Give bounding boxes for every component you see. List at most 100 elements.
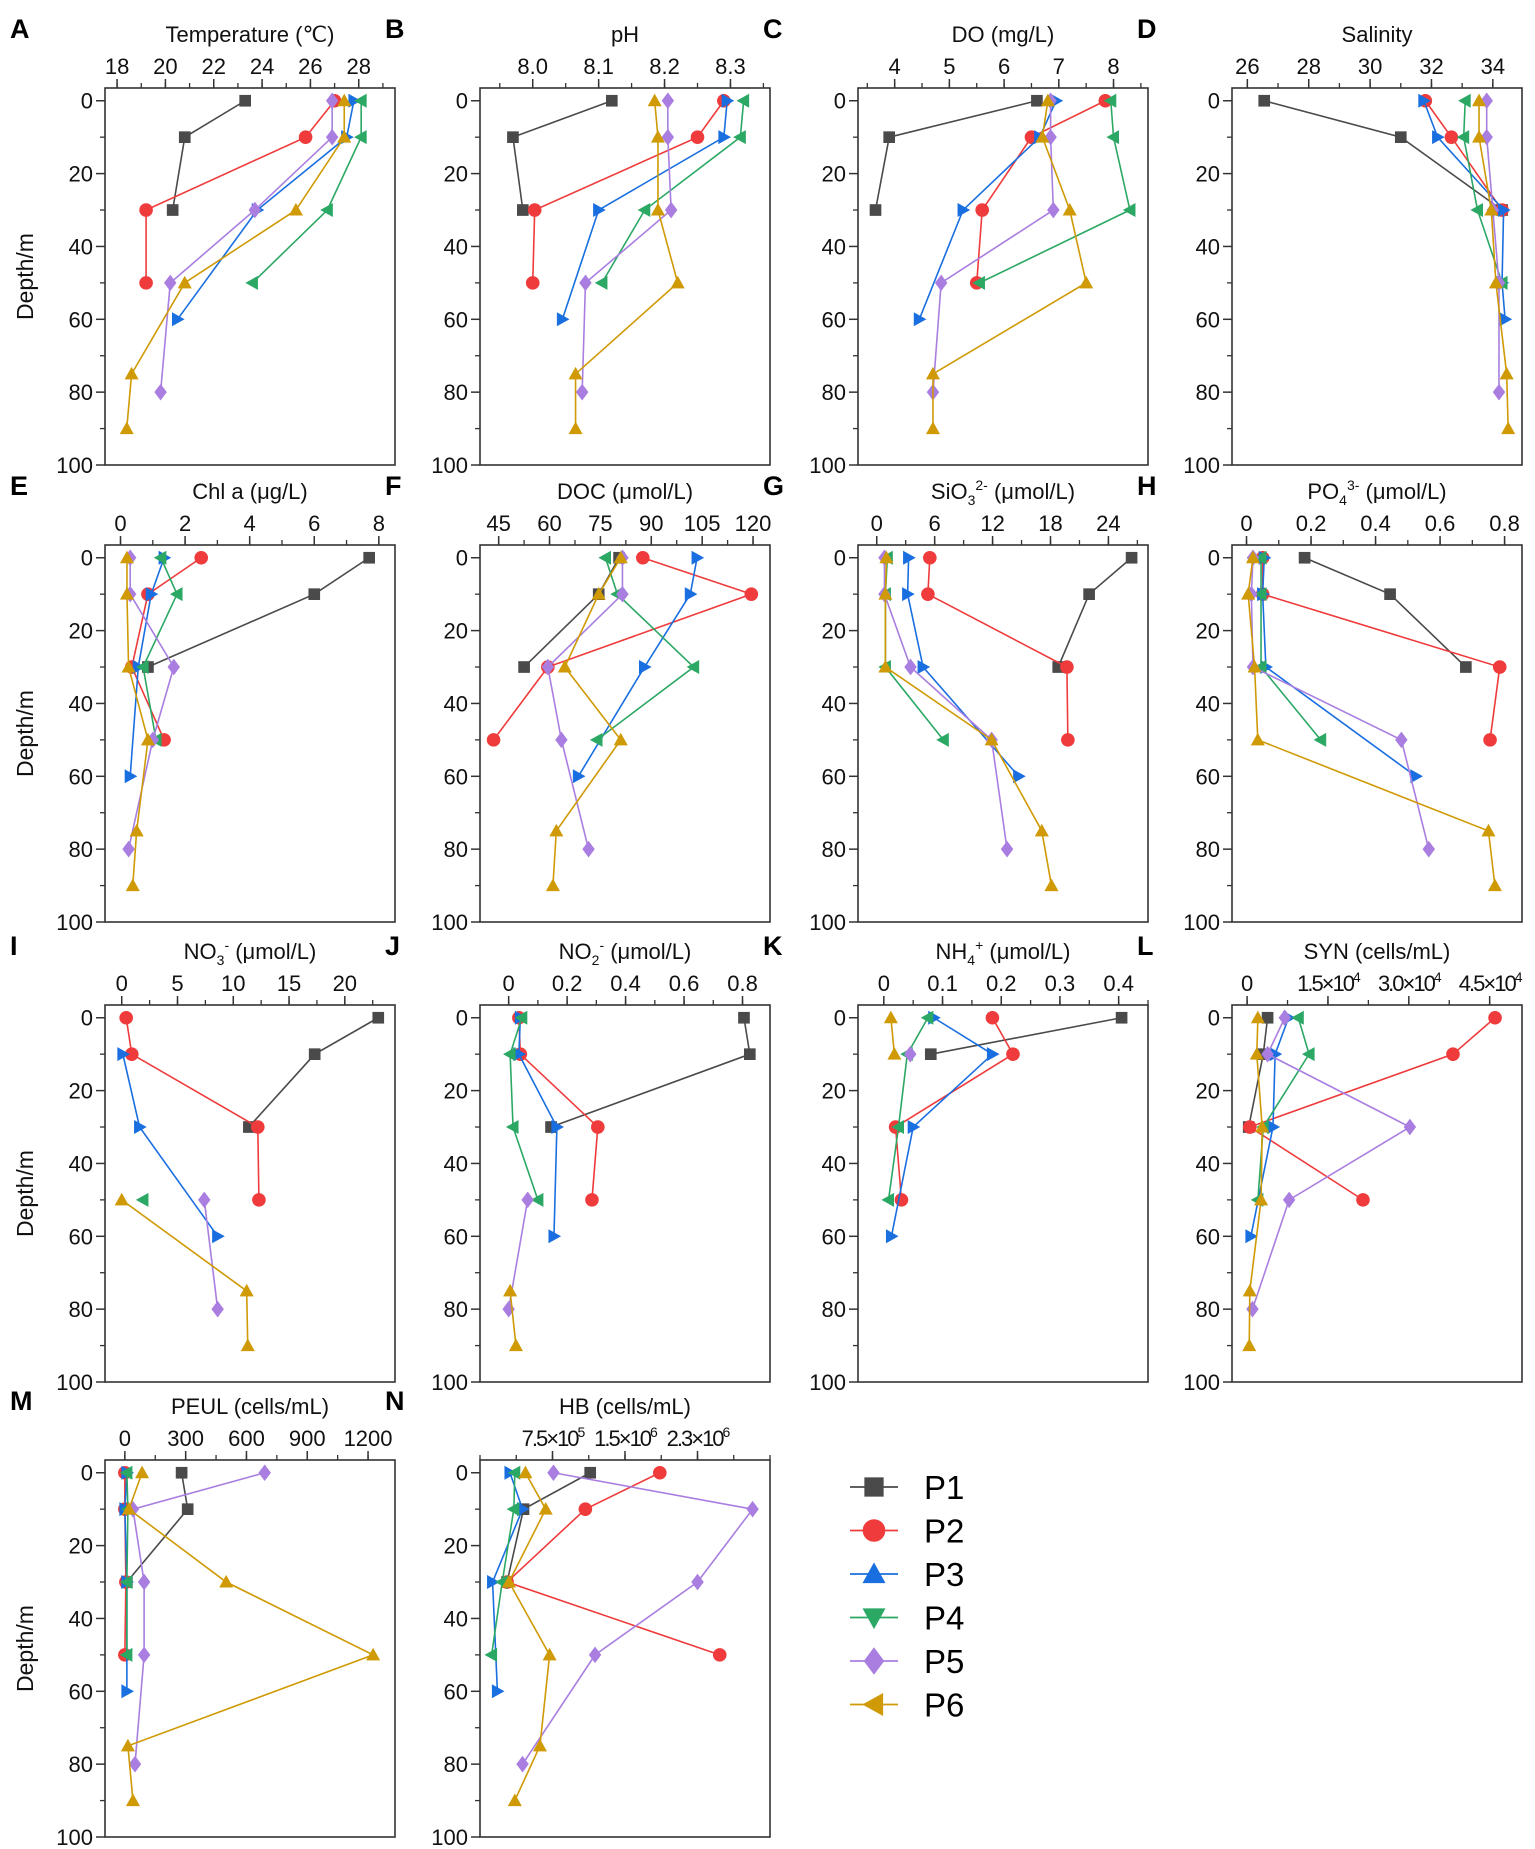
axis-title-part: PEUL (cells/mL): [171, 1394, 329, 1419]
data-point: [211, 1300, 224, 1318]
axis-title: SiO32- (μmol/L): [931, 477, 1075, 508]
data-point: [613, 550, 628, 564]
series-line: [147, 557, 370, 668]
series-line: [874, 99, 1038, 211]
x-tick-label-part: 3.0×10: [1378, 971, 1436, 996]
x-tick-label: 0.2: [552, 971, 583, 996]
axis-title: pH: [611, 22, 639, 47]
data-point: [172, 312, 185, 327]
axis-title: DOC (μmol/L): [557, 479, 693, 504]
data-point: [1061, 733, 1075, 747]
y-tick-label: 100: [431, 453, 468, 478]
series-p2: [125, 550, 209, 747]
data-point: [924, 1048, 937, 1060]
series-p6: [114, 1192, 255, 1352]
series-line: [932, 100, 1055, 393]
data-point: [636, 550, 650, 565]
panel-j: J NO2- (μmol/L) 0 0.2 0.4 0.6 0.8 0 20 40 60 80 100: [385, 931, 771, 1395]
x-tick-label: 0.4: [610, 971, 641, 996]
y-tick-label: 80: [444, 837, 468, 862]
axis-title-part: (μmol/L): [604, 939, 691, 964]
x-tick-label-part: 1.5×10: [1297, 971, 1355, 996]
axis-title-part: HB (cells/mL): [559, 1394, 691, 1419]
y-tick-label: 80: [444, 1297, 468, 1322]
series-p5: [516, 1464, 759, 1773]
data-point: [166, 204, 179, 216]
y-tick-label: 20: [444, 1534, 468, 1559]
x-tick-label-part: 1.5×10: [594, 1426, 652, 1451]
data-point: [491, 1684, 505, 1699]
x-tick-label: 0.8: [1489, 511, 1520, 536]
x-tick-label: 900: [289, 1426, 326, 1451]
x-tick-label: 8: [1107, 54, 1119, 79]
x-tick-label-part: 6: [723, 1424, 731, 1440]
y-tick-label: 60: [822, 1224, 846, 1249]
panel-n: N HB (cells/mL)7.5×105 1.5×106 2.3×10602040…: [385, 1386, 771, 1849]
y-tick-label: 40: [444, 691, 468, 716]
series-p6: [545, 550, 628, 892]
panel-l: L SYN (cells/mL)0 1.5×104 3.0×104 4.5×104020…: [1137, 931, 1525, 1395]
y-tick-label: 80: [822, 837, 846, 862]
y-tick-label: 60: [444, 1679, 468, 1704]
data-point: [121, 659, 136, 673]
data-point: [527, 203, 542, 217]
y-tick-label: 20: [1196, 619, 1220, 644]
data-point: [354, 93, 367, 108]
data-point: [119, 587, 134, 600]
data-point: [119, 550, 134, 564]
series-line: [518, 1017, 599, 1200]
data-point: [140, 732, 155, 746]
data-point: [647, 93, 662, 107]
series-p1: [142, 551, 375, 673]
data-point: [923, 550, 937, 565]
panel-letter: K: [763, 931, 783, 961]
y-tick-label: 20: [444, 619, 468, 644]
data-point: [1106, 130, 1120, 145]
data-point: [505, 1120, 519, 1135]
axis-title-part: NH: [935, 939, 967, 964]
x-tick-label: 0: [878, 971, 890, 996]
data-point: [1394, 131, 1407, 143]
data-point: [1246, 1300, 1259, 1318]
data-point: [637, 203, 651, 218]
data-point: [372, 1011, 385, 1024]
data-point: [721, 93, 735, 108]
y-tick-label: 100: [56, 1370, 93, 1395]
x-tick-label: 1.5×106: [594, 1424, 658, 1451]
data-point: [1488, 275, 1503, 289]
y-tick-label: 80: [1196, 837, 1220, 862]
y-tick-label: 0: [81, 1006, 93, 1031]
data-point: [240, 1338, 255, 1352]
plot-frame: [857, 1004, 1149, 1383]
x-tick-label: 0: [871, 511, 883, 536]
y-tick-label: 40: [69, 691, 93, 716]
series-line: [125, 100, 346, 429]
series-line: [508, 1472, 551, 1801]
series-p4: [878, 550, 949, 747]
data-point: [1456, 130, 1470, 145]
series-line: [1057, 557, 1133, 668]
y-tick-label: 0: [81, 546, 93, 571]
series-line: [121, 1199, 249, 1346]
panel-k: K NH4+ (μmol/L) 0 0.1 0.2 0.3 0.4 0 20 40 60 80 100: [763, 931, 1149, 1395]
data-point: [925, 421, 940, 435]
data-point: [366, 1647, 381, 1661]
data-point: [121, 1502, 136, 1515]
legend-marker-triangle-up: [862, 1562, 886, 1584]
y-tick-label: 20: [444, 1079, 468, 1104]
data-point: [239, 94, 251, 107]
data-point: [548, 1229, 562, 1244]
series-line: [890, 1017, 994, 1237]
series-p5: [502, 1191, 534, 1318]
y-tick-label: 60: [69, 1224, 93, 1249]
data-point: [691, 1573, 704, 1591]
legend-item-p2: P2: [850, 1513, 964, 1550]
data-point: [517, 204, 529, 216]
legend-marker-diamond: [863, 1647, 885, 1675]
series-line: [145, 100, 336, 283]
axis-title: NO3- (μmol/L): [184, 937, 317, 968]
x-tick-label: 45: [486, 511, 510, 536]
data-point: [1492, 660, 1507, 674]
